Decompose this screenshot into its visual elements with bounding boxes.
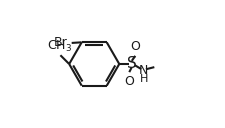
Text: O: O — [124, 75, 134, 88]
Text: O: O — [130, 40, 140, 53]
Text: N: N — [138, 64, 148, 77]
Text: S: S — [126, 56, 136, 72]
Text: H: H — [140, 74, 148, 84]
Text: CH$_3$: CH$_3$ — [46, 39, 71, 54]
Text: Br: Br — [53, 36, 67, 49]
